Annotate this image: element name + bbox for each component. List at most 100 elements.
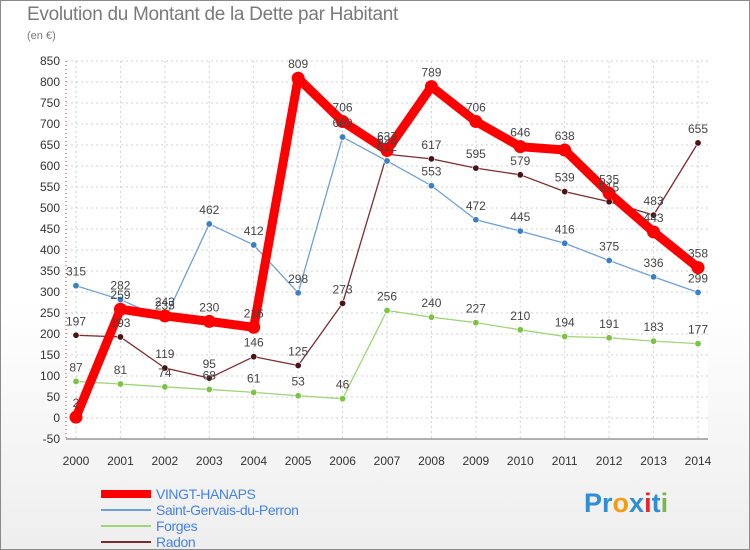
y-tick-label: 800 <box>40 75 60 89</box>
data-label: 46 <box>336 378 350 392</box>
data-label: 243 <box>155 295 175 309</box>
data-point <box>472 216 480 224</box>
x-tick-label: 2012 <box>596 454 623 468</box>
data-point <box>294 289 302 297</box>
legend-item: VINGT-HANAPS <box>101 486 361 502</box>
data-label: 210 <box>510 309 530 323</box>
x-tick-label: 2002 <box>152 454 179 468</box>
chart-unit-label: (en €) <box>27 30 56 42</box>
x-tick-label: 2013 <box>640 454 667 468</box>
data-point <box>116 380 124 388</box>
data-point <box>383 157 391 165</box>
data-label: 375 <box>599 240 619 254</box>
y-tick-label: 250 <box>40 306 60 320</box>
data-label: 273 <box>333 282 353 296</box>
data-label: 515 <box>599 181 619 195</box>
data-label: 2 <box>73 396 80 410</box>
legend-label: Saint-Gervais-du-Perron <box>156 502 299 518</box>
data-label: 706 <box>466 100 486 114</box>
data-point <box>291 71 305 85</box>
y-tick-label: 150 <box>40 348 60 362</box>
data-label: 125 <box>288 345 308 359</box>
data-point <box>694 139 702 147</box>
data-label: 183 <box>644 320 664 334</box>
data-point <box>691 261 705 275</box>
logo-letter: x <box>629 488 645 518</box>
data-label: 61 <box>247 371 261 385</box>
data-label: 259 <box>110 288 130 302</box>
data-label: 53 <box>291 375 305 389</box>
data-point <box>158 309 172 323</box>
data-label: 472 <box>466 199 486 213</box>
y-tick-label: 650 <box>40 138 60 152</box>
data-label: 579 <box>510 154 530 168</box>
logo-letter: i <box>660 488 669 518</box>
x-tick-label: 2000 <box>63 454 90 468</box>
data-point <box>513 140 527 154</box>
x-tick-label: 2014 <box>685 454 712 468</box>
data-label: 617 <box>421 138 441 152</box>
x-tick-label: 2011 <box>552 454 578 468</box>
data-point <box>72 331 80 339</box>
data-point <box>339 299 347 307</box>
data-label: 68 <box>203 368 217 382</box>
logo-letter: o <box>612 488 630 518</box>
data-point <box>69 410 83 424</box>
y-tick-label: 50 <box>47 390 61 404</box>
legend-swatch <box>101 525 151 527</box>
data-label: 443 <box>644 211 664 225</box>
x-tick-label: 2006 <box>329 454 356 468</box>
data-label: 74 <box>158 366 172 380</box>
data-label: 483 <box>644 194 664 208</box>
data-point <box>516 326 524 334</box>
data-label: 358 <box>688 247 708 261</box>
data-point <box>427 182 435 190</box>
data-point <box>694 288 702 296</box>
y-tick-label: 550 <box>40 180 60 194</box>
data-label: 177 <box>688 323 708 337</box>
data-label: 539 <box>555 171 575 185</box>
data-point <box>472 319 480 327</box>
data-label: 191 <box>599 317 619 331</box>
data-point <box>424 80 438 94</box>
data-point <box>250 241 258 249</box>
data-label: 612 <box>377 140 397 154</box>
logo-letter: r <box>602 488 613 518</box>
data-label: 146 <box>244 336 264 350</box>
x-tick-label: 2004 <box>240 454 267 468</box>
data-label: 706 <box>333 100 353 114</box>
data-point <box>161 383 169 391</box>
data-label: 299 <box>688 271 708 285</box>
data-point <box>602 186 616 200</box>
data-label: 669 <box>333 116 353 130</box>
data-label: 462 <box>199 203 219 217</box>
data-label: 412 <box>244 224 264 238</box>
legend-item: Radon <box>101 534 361 550</box>
y-tick-label: 300 <box>40 285 60 299</box>
data-label: 256 <box>377 289 397 303</box>
data-label: 445 <box>510 210 530 224</box>
logo-letter: P <box>584 488 603 518</box>
data-point <box>694 340 702 348</box>
data-point <box>250 388 258 396</box>
x-tick-label: 2005 <box>285 454 312 468</box>
data-label: 553 <box>421 165 441 179</box>
data-label: 282 <box>110 279 130 293</box>
line-chart: -50 0 50 100 150 200 250 300 350 400 450 500 550 600 6… <box>40 54 712 468</box>
data-label: 646 <box>510 126 530 140</box>
data-point <box>72 377 80 385</box>
legend-label: Radon <box>156 534 196 550</box>
data-point <box>561 239 569 247</box>
data-label: 81 <box>114 363 128 377</box>
y-tick-label: 100 <box>40 369 60 383</box>
data-label: 235 <box>155 298 175 312</box>
data-point <box>605 334 613 342</box>
data-label: 298 <box>288 272 308 286</box>
data-point <box>205 220 213 228</box>
data-point <box>647 225 661 239</box>
data-label: 628 <box>377 133 397 147</box>
data-point <box>650 211 658 219</box>
y-tick-label: 350 <box>40 264 60 278</box>
legend-swatch <box>101 490 151 498</box>
